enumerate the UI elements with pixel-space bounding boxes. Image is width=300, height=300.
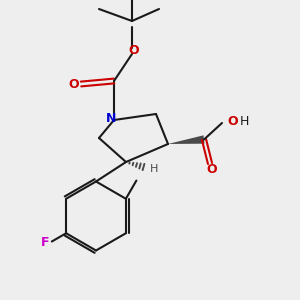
- Text: H: H: [150, 164, 159, 175]
- Text: F: F: [41, 236, 50, 250]
- Polygon shape: [168, 135, 205, 144]
- Text: O: O: [128, 44, 139, 58]
- Text: O: O: [206, 163, 217, 176]
- Text: O: O: [227, 115, 238, 128]
- Text: O: O: [68, 77, 79, 91]
- Text: H: H: [240, 115, 250, 128]
- Text: N: N: [106, 112, 116, 125]
